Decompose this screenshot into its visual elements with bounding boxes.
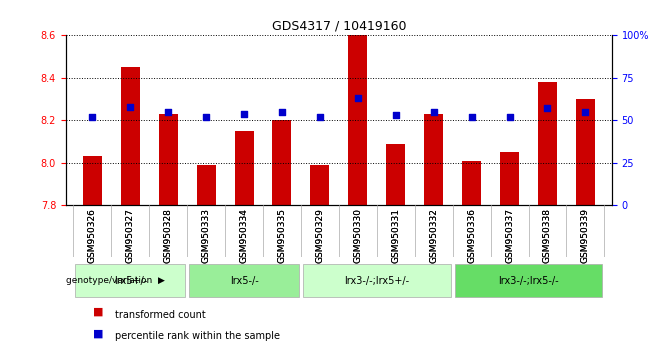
Text: GSM950336: GSM950336 xyxy=(467,208,476,263)
Bar xyxy=(576,99,595,205)
Text: GSM950334: GSM950334 xyxy=(240,208,249,263)
Bar xyxy=(83,156,102,205)
FancyBboxPatch shape xyxy=(455,264,603,297)
Point xyxy=(239,111,249,116)
Title: GDS4317 / 10419160: GDS4317 / 10419160 xyxy=(272,20,406,33)
Bar xyxy=(500,152,519,205)
Text: transformed count: transformed count xyxy=(115,310,206,320)
Text: GSM950329: GSM950329 xyxy=(315,208,324,263)
Point xyxy=(125,104,136,110)
FancyBboxPatch shape xyxy=(189,264,299,297)
Text: GSM950332: GSM950332 xyxy=(429,208,438,263)
Text: genotype/variation  ▶: genotype/variation ▶ xyxy=(66,276,165,285)
Text: GSM950338: GSM950338 xyxy=(543,208,552,263)
FancyBboxPatch shape xyxy=(75,264,186,297)
Bar xyxy=(272,120,291,205)
Bar xyxy=(311,165,330,205)
Text: GSM950331: GSM950331 xyxy=(392,208,400,263)
Text: GSM950337: GSM950337 xyxy=(505,208,514,263)
Bar xyxy=(121,67,139,205)
Bar xyxy=(462,161,481,205)
Point xyxy=(163,109,174,115)
Text: GSM950334: GSM950334 xyxy=(240,208,249,263)
Bar xyxy=(159,114,178,205)
Point xyxy=(315,114,325,120)
Text: GSM950335: GSM950335 xyxy=(278,208,286,263)
Point xyxy=(353,96,363,101)
Text: GSM950339: GSM950339 xyxy=(581,208,590,263)
Text: lrx5-/-: lrx5-/- xyxy=(230,275,259,286)
Text: GSM950339: GSM950339 xyxy=(581,208,590,263)
Text: GSM950332: GSM950332 xyxy=(429,208,438,263)
Text: lrx3-/-;lrx5+/-: lrx3-/-;lrx5+/- xyxy=(344,275,409,286)
Text: ■: ■ xyxy=(93,307,103,317)
Text: GSM950326: GSM950326 xyxy=(88,208,97,263)
Text: GSM950327: GSM950327 xyxy=(126,208,135,263)
Bar xyxy=(197,165,216,205)
Text: GSM950336: GSM950336 xyxy=(467,208,476,263)
Bar xyxy=(234,131,253,205)
Text: GSM950328: GSM950328 xyxy=(164,208,172,263)
Point xyxy=(428,109,439,115)
Text: GSM950333: GSM950333 xyxy=(201,208,211,263)
Text: GSM950333: GSM950333 xyxy=(201,208,211,263)
Point xyxy=(87,114,97,120)
Text: lrx3-/-;lrx5-/-: lrx3-/-;lrx5-/- xyxy=(498,275,559,286)
Text: GSM950335: GSM950335 xyxy=(278,208,286,263)
FancyBboxPatch shape xyxy=(303,264,451,297)
Text: GSM950328: GSM950328 xyxy=(164,208,172,263)
Point xyxy=(277,109,288,115)
Point xyxy=(467,114,477,120)
Text: GSM950329: GSM950329 xyxy=(315,208,324,263)
Point xyxy=(201,114,211,120)
Text: GSM950338: GSM950338 xyxy=(543,208,552,263)
Text: lrx5+/-: lrx5+/- xyxy=(114,275,147,286)
Bar xyxy=(348,35,367,205)
Text: GSM950327: GSM950327 xyxy=(126,208,135,263)
Bar xyxy=(386,144,405,205)
Bar xyxy=(538,82,557,205)
Point xyxy=(504,114,515,120)
Bar xyxy=(424,114,443,205)
Text: GSM950326: GSM950326 xyxy=(88,208,97,263)
Point xyxy=(390,113,401,118)
Text: ■: ■ xyxy=(93,328,103,338)
Text: GSM950330: GSM950330 xyxy=(353,208,363,263)
Text: GSM950337: GSM950337 xyxy=(505,208,514,263)
Text: GSM950330: GSM950330 xyxy=(353,208,363,263)
Point xyxy=(580,109,591,115)
Text: GSM950331: GSM950331 xyxy=(392,208,400,263)
Point xyxy=(542,105,553,111)
Text: percentile rank within the sample: percentile rank within the sample xyxy=(115,331,280,341)
